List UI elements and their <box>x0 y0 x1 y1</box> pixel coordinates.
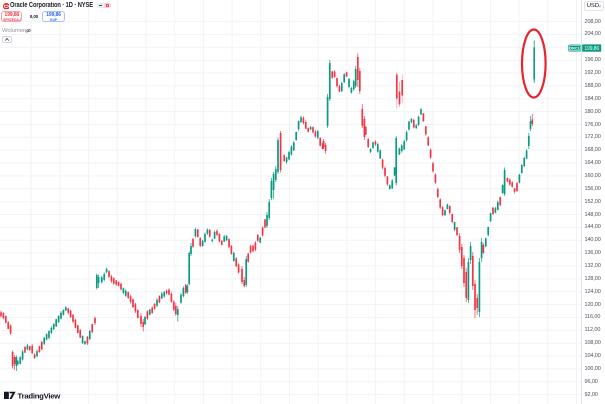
svg-text:TradingView: TradingView <box>17 392 61 401</box>
svg-text:199,86: 199,86 <box>584 46 599 52</box>
svg-text:ORCL: ORCL <box>569 46 581 50</box>
